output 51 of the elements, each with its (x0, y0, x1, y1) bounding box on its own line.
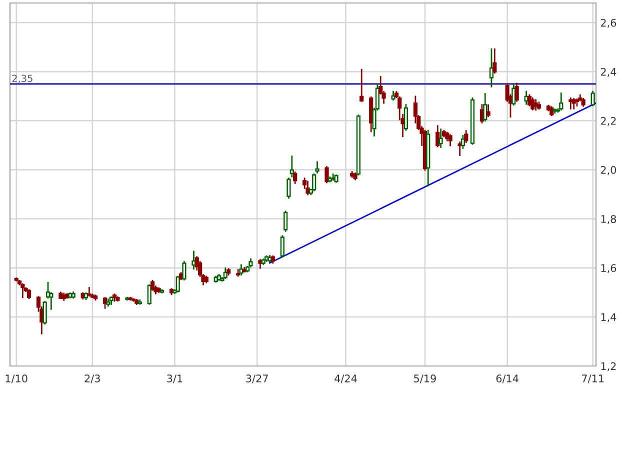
candlestick (324, 166, 329, 184)
candlestick (150, 280, 155, 291)
candlestick (568, 97, 573, 110)
candlestick (293, 172, 298, 184)
y-tick-label: 1,8 (601, 215, 616, 224)
candlestick (42, 301, 47, 325)
y-tick-label: 2,6 (600, 18, 616, 28)
candlestick (514, 82, 519, 102)
candlestick (486, 104, 490, 118)
candlestick (102, 297, 108, 309)
candlestick (404, 104, 408, 131)
x-tick-label: 7/11 (582, 374, 604, 384)
candlestick (483, 93, 488, 122)
candlestick (448, 134, 452, 146)
candlestick (284, 210, 288, 232)
y-tick-label: 2,2 (600, 116, 616, 126)
ref-line-label: 2,35 (12, 74, 32, 84)
candlestick (20, 283, 25, 298)
candlestick (290, 156, 294, 178)
candlestick (492, 48, 497, 74)
candlestick (512, 84, 516, 106)
y-tick-label: 1,6 (601, 264, 616, 274)
candlestick (458, 142, 462, 156)
y-tick-label: 2,0 (600, 166, 616, 175)
y-tick-label: 1,2 (601, 362, 616, 372)
candlestick (534, 99, 538, 111)
candlestick (360, 69, 364, 102)
candlestick (147, 284, 152, 305)
candlestick (559, 92, 564, 110)
x-tick-label: 6/14 (496, 374, 518, 384)
candlestick (530, 97, 535, 110)
candlestick (87, 287, 92, 297)
y-tick-label: 2,4 (600, 68, 616, 77)
x-tick-label: 3/1 (167, 374, 182, 384)
candlestick (286, 178, 291, 199)
candlestick (460, 134, 466, 149)
candlestick (280, 235, 284, 258)
y-tick-label: 1,4 (601, 313, 616, 322)
x-tick-label: 5/19 (414, 374, 436, 384)
x-tick-label: 2/3 (84, 374, 100, 384)
candlestick (464, 130, 468, 144)
candlestick (590, 90, 595, 106)
x-tick-label: 1/10 (6, 374, 28, 384)
candlestick (306, 180, 310, 196)
x-tick-label: 3/27 (246, 374, 268, 384)
candlestick (49, 292, 54, 310)
candlestick (239, 264, 244, 276)
candlestick (438, 128, 443, 148)
x-tick-label: 4/24 (334, 374, 357, 384)
candlestick (315, 161, 320, 174)
candlestick (312, 174, 316, 192)
